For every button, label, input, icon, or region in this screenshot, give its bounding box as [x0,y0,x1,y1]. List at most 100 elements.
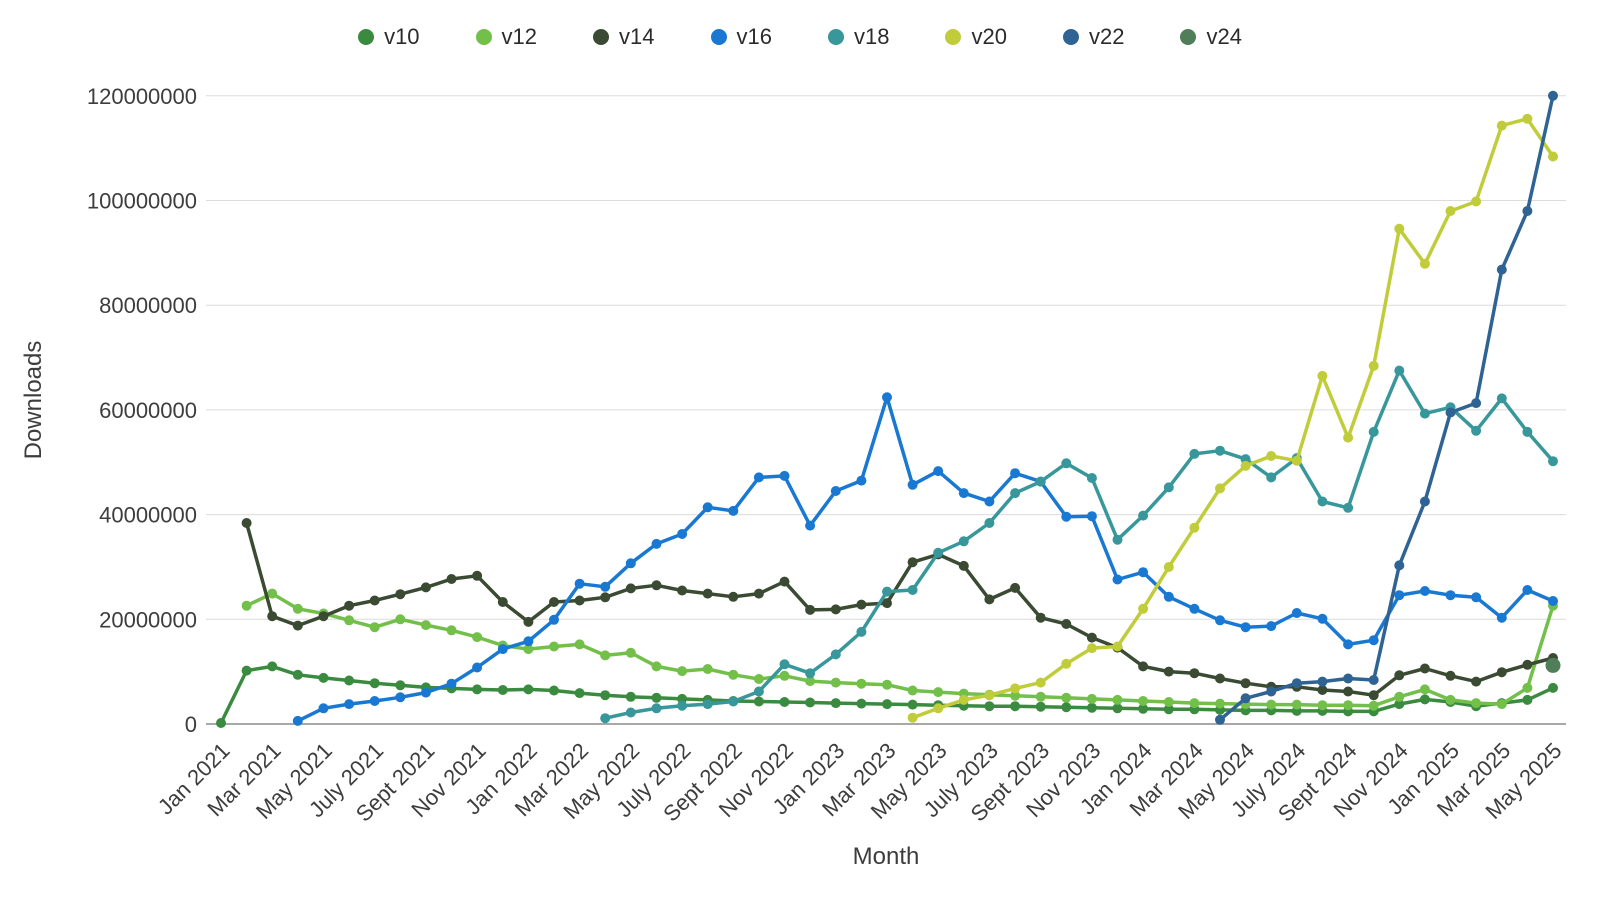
series-point-v10[interactable] [984,701,995,712]
series-point-v14[interactable] [1163,666,1174,677]
series-point-v14[interactable] [1138,661,1149,672]
series-point-v14[interactable] [907,557,918,568]
legend-item-v22[interactable]: v22 [1062,24,1124,50]
series-point-v14[interactable] [344,600,355,611]
series-point-v12[interactable] [1496,699,1507,710]
series-point-v12[interactable] [1189,698,1200,709]
series-point-v20[interactable] [1445,206,1456,216]
series-point-v20[interactable] [1189,522,1200,533]
series-point-v10[interactable] [369,678,380,689]
series-point-v18[interactable] [1086,473,1097,483]
series-point-v20[interactable] [1112,641,1123,652]
series-point-v12[interactable] [600,650,611,661]
series-point-v16[interactable] [702,502,713,513]
series-point-v12[interactable] [446,625,457,636]
series-point-v18[interactable] [1548,456,1558,467]
series-point-v12[interactable] [369,622,380,633]
series-point-v20[interactable] [1317,370,1328,381]
series-point-v20[interactable] [1394,223,1405,234]
series-point-v16[interactable] [1419,586,1430,596]
legend-item-v18[interactable]: v18 [828,24,889,50]
legend-item-v14[interactable]: v14 [593,24,655,50]
series-point-v10[interactable] [216,718,226,728]
series-point-v16[interactable] [549,614,559,625]
series-point-v14[interactable] [830,604,841,615]
series-point-v10[interactable] [830,698,841,709]
series-point-v16[interactable] [728,505,739,516]
series-point-v10[interactable] [497,685,508,695]
series-point-v10[interactable] [549,685,559,696]
series-point-v12[interactable] [1086,693,1097,704]
series-point-v22[interactable] [1240,693,1251,704]
series-point-v16[interactable] [958,488,969,499]
series-point-v14[interactable] [1189,668,1200,679]
series-point-v12[interactable] [1138,696,1149,706]
series-point-v18[interactable] [1471,425,1482,436]
series-point-v14[interactable] [1086,632,1097,643]
series-point-v20[interactable] [958,694,969,705]
series-point-v18[interactable] [1394,365,1405,376]
series-point-v16[interactable] [1291,608,1302,618]
series-point-v16[interactable] [651,538,662,549]
series-point-v16[interactable] [1138,567,1149,578]
series-point-v10[interactable] [1394,699,1405,710]
series-point-v14[interactable] [702,588,713,599]
series-point-v14[interactable] [882,598,892,609]
series-point-v12[interactable] [574,639,585,650]
series-point-v18[interactable] [1266,472,1277,483]
series-point-v18[interactable] [1010,488,1021,499]
series-point-v18[interactable] [1138,510,1149,521]
series-point-v14[interactable] [805,604,816,615]
series-point-v20[interactable] [1548,151,1558,162]
series-point-v12[interactable] [882,679,892,690]
series-point-v14[interactable] [1394,670,1405,681]
series-point-v14[interactable] [523,616,534,627]
series-point-v14[interactable] [1035,612,1046,623]
series-point-v10[interactable] [1010,701,1021,712]
series-point-v10[interactable] [318,672,329,683]
series-point-v12[interactable] [1445,694,1456,705]
series-point-v10[interactable] [1138,703,1149,714]
series-point-v12[interactable] [830,677,841,688]
series-point-v18[interactable] [856,626,867,637]
series-point-v14[interactable] [267,611,278,622]
series-point-v20[interactable] [1291,455,1302,466]
series-point-v16[interactable] [1394,590,1405,601]
series-point-v20[interactable] [1471,196,1482,207]
series-point-v22[interactable] [1419,496,1430,507]
legend-item-v12[interactable]: v12 [475,24,537,50]
series-point-v16[interactable] [933,466,944,477]
series-point-v20[interactable] [1035,677,1046,688]
series-point-v12[interactable] [1112,694,1123,705]
series-point-v16[interactable] [318,703,329,714]
series-point-v14[interactable] [1215,673,1225,684]
series-point-v16[interactable] [1215,615,1225,626]
series-point-v18[interactable] [1163,482,1174,493]
series-point-v10[interactable] [1061,702,1072,713]
series-point-v14[interactable] [395,589,406,600]
series-point-v14[interactable] [1010,582,1021,593]
series-point-v10[interactable] [779,697,790,707]
series-point-v20[interactable] [933,703,944,714]
series-point-v12[interactable] [395,614,406,625]
series-point-v14[interactable] [1471,676,1482,687]
series-point-v10[interactable] [292,669,303,680]
series-point-v10[interactable] [882,699,892,710]
series-point-v14[interactable] [600,592,611,603]
series-point-v18[interactable] [805,668,816,679]
series-point-v18[interactable] [1522,426,1533,437]
series-point-v14[interactable] [753,588,764,599]
series-point-v18[interactable] [753,686,764,697]
series-point-v10[interactable] [625,691,636,702]
series-point-v12[interactable] [651,661,662,672]
series-point-v16[interactable] [779,470,790,481]
series-point-v14[interactable] [241,518,252,528]
series-point-v16[interactable] [753,472,764,483]
series-point-v16[interactable] [344,699,355,710]
series-point-v18[interactable] [1061,458,1072,469]
series-point-v14[interactable] [984,594,995,605]
series-point-v16[interactable] [369,696,380,706]
series-point-v20[interactable] [907,712,918,723]
series-point-v14[interactable] [728,591,739,602]
series-point-v16[interactable] [574,578,585,589]
